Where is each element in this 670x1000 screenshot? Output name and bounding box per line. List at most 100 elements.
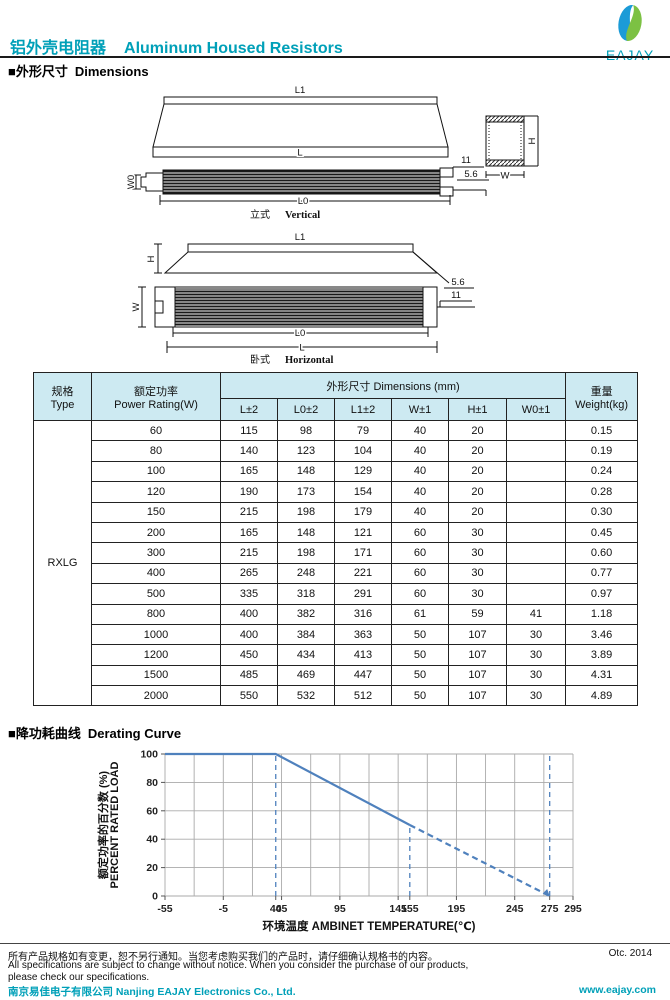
cross-section-outline — [485, 115, 525, 167]
table-cell: 120 — [91, 481, 221, 503]
caption-horizontal-en: Horizontal — [285, 355, 333, 366]
table-cell: 30 — [505, 644, 567, 666]
table-cell: 1000 — [91, 623, 221, 646]
dim-L0-horizontal: L0 — [295, 328, 306, 339]
table-row: 100 165 148 129 40 20 0.24 — [34, 460, 639, 483]
table-cell: 50 — [391, 623, 449, 646]
housing-bottom-flange — [152, 146, 449, 158]
chart-y-tick-label: 40 — [146, 834, 158, 846]
right-clip-bottom — [439, 186, 454, 197]
left-mounting-clip — [140, 172, 164, 192]
table-cell: 30 — [505, 623, 567, 646]
cross-section-top-wall — [485, 115, 525, 123]
table-cell: 107 — [448, 644, 507, 666]
housing-side-face — [163, 251, 439, 274]
table-cell: 447 — [334, 664, 392, 687]
caption-vertical-en: Vertical — [285, 210, 320, 221]
table-cell — [505, 501, 567, 523]
table-cell: 30 — [448, 562, 507, 585]
chart-x-tick-label: 155 — [401, 903, 419, 915]
page-title: 铝外壳电阻器 Aluminum Housed Resistors — [10, 34, 343, 58]
col-header-power: 额定功率 Power Rating(W) — [91, 372, 221, 421]
chart-arrow-head — [542, 889, 550, 896]
table-cell: 550 — [220, 685, 278, 707]
chart-ylabel-en: PERCENT RATED LOAD — [109, 761, 121, 889]
chart-y-tick-label: 20 — [146, 862, 158, 874]
table-cell: 363 — [334, 623, 392, 646]
chart-y-tick-label: 0 — [152, 891, 158, 903]
dimensions-table: 规格 Type 额定功率 Power Rating(W) 外形尺寸 Dimens… — [33, 372, 639, 707]
table-cell: 382 — [277, 603, 335, 625]
col-header-W: W±1 — [391, 398, 449, 421]
col-header-L1: L1±2 — [334, 398, 392, 421]
table-header-row-2: L±2 L0±2 L1±2 W±1 H±1 W0±1 — [34, 398, 638, 421]
table-cell: 400 — [91, 562, 221, 585]
table-row: 120 190 173 154 40 20 0.28 — [34, 481, 639, 503]
table-cell: 59 — [448, 603, 507, 625]
drawing-horizontal: L1 H 5.6 W 11 L0 — [100, 230, 570, 368]
table-header-row-1: 规格 Type 额定功率 Power Rating(W) 外形尺寸 Dimens… — [33, 372, 639, 421]
dim-L1-vertical: L1 — [295, 85, 306, 96]
table-cell: 3.46 — [565, 623, 639, 646]
logo-text: EAJAY — [605, 47, 655, 63]
table-cell: 150 — [91, 501, 221, 523]
section-heading-dimensions-en: Dimensions — [74, 64, 149, 79]
footer-website: www.eajay.com — [578, 984, 656, 996]
title-divider — [0, 56, 670, 58]
chart-x-tick-label: 40 — [270, 903, 282, 915]
table-cell: 30 — [448, 583, 507, 605]
table-cell: 0.19 — [565, 440, 639, 462]
table-cell: 129 — [334, 460, 392, 483]
page-title-zh: 铝外壳电阻器 — [10, 40, 107, 57]
table-cell: 60 — [391, 583, 449, 605]
dim-56-horizontal: 5.6 — [451, 277, 464, 288]
drawing-vertical: L1 L W0 11 5.6 L0 立式 Vert — [100, 83, 570, 225]
caption-vertical-zh: 立式 — [250, 208, 270, 221]
chart-x-tick-label: 295 — [564, 903, 582, 915]
table-cell: 384 — [277, 623, 335, 646]
table-cell: 98 — [277, 419, 335, 442]
table-cell: 291 — [334, 583, 392, 605]
col-header-type-en: Type — [50, 398, 75, 411]
table-cell: 173 — [277, 481, 335, 503]
table-row: 300 215 198 171 60 30 0.60 — [34, 542, 639, 564]
table-cell: 40 — [391, 481, 449, 503]
footer-notice-zh: 所有产品规格如有变更，恕不另行通知。当您考虑购买我们的产品时，请仔细确认规格书的… — [8, 952, 438, 963]
table-cell: 450 — [220, 644, 278, 666]
footer-company: 南京易佳电子有限公司 Nanjing EAJAY Electronics Co.… — [8, 986, 296, 998]
table-cell: 107 — [448, 685, 507, 707]
dim-11-horizontal: 11 — [451, 290, 461, 301]
right-clip-top — [439, 167, 454, 178]
resistor-element — [162, 169, 441, 195]
table-cell: 221 — [334, 562, 392, 585]
table-cell: 1200 — [91, 644, 221, 666]
table-cell: 1.18 — [565, 603, 639, 625]
table-cell — [505, 440, 567, 462]
table-cell: 800 — [91, 603, 221, 625]
table-cell: 20 — [448, 481, 507, 503]
dim-L0-vertical: L0 — [298, 196, 309, 207]
chart-xlabel: 环境温度 AMBINET TEMPERATURE(℃) — [262, 921, 476, 933]
table-cell: 61 — [391, 603, 449, 625]
table-cell: 60 — [391, 521, 449, 544]
table-row: 800 400 382 316 61 59 41 1.18 — [34, 603, 639, 625]
dim-L-vertical: L — [297, 148, 302, 159]
chart-x-tick-label: 45 — [276, 903, 288, 915]
col-header-weight: 重量 Weight(kg) — [565, 372, 639, 421]
table-cell: 434 — [277, 644, 335, 666]
chart-series-dashed — [409, 824, 551, 897]
right-end-cap-h — [422, 286, 438, 328]
table-cell: 485 — [220, 664, 278, 687]
table-cell: 1500 — [91, 664, 221, 687]
table-cell: 30 — [505, 664, 567, 687]
table-cell: 0.45 — [565, 521, 639, 544]
table-cell: 300 — [91, 542, 221, 564]
table-cell: 171 — [334, 542, 392, 564]
table-cell: 3.89 — [565, 644, 639, 666]
cross-section-bottom-wall — [485, 159, 525, 167]
table-cell: 200 — [91, 521, 221, 544]
table-cell: 400 — [220, 623, 278, 646]
table-cell: 148 — [277, 460, 335, 483]
